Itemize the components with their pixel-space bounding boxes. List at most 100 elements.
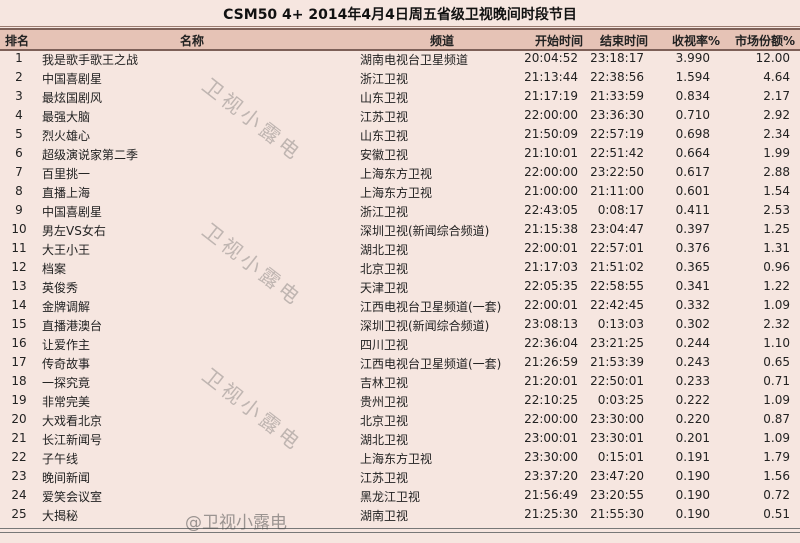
cell-start-time: 22:00:01	[524, 241, 578, 255]
cell-channel: 深圳卫视(新闻综合频道)	[360, 224, 490, 238]
cell-rating: 0.601	[675, 184, 710, 198]
cell-program-name: 大戏看北京	[42, 414, 103, 428]
cell-program-name: 英俊秀	[42, 281, 79, 295]
cell-program-name: 男左VS女右	[42, 224, 106, 238]
cell-market-share: 1.25	[763, 222, 790, 236]
cell-end-time: 22:58:55	[590, 279, 644, 293]
cell-end-time: 23:36:30	[590, 108, 644, 122]
table-row: 6 超级演说家第二季 安徽卫视 21:10:01 22:51:42 0.664 1.99	[0, 144, 800, 163]
cell-market-share: 0.65	[763, 355, 790, 369]
header-name: 名称	[180, 34, 205, 48]
cell-rank: 11	[11, 241, 27, 255]
cell-rank: 1	[15, 51, 23, 65]
cell-rank: 5	[15, 127, 23, 141]
cell-start-time: 22:00:00	[524, 108, 578, 122]
cell-rating: 0.411	[675, 203, 710, 217]
divider	[0, 528, 800, 533]
cell-program-name: 让爱作主	[42, 338, 91, 352]
watermark-signature: @卫视小露电	[185, 513, 287, 533]
table-row: 10 男左VS女右 深圳卫视(新闻综合频道) 21:15:38 23:04:47 0.39…	[0, 220, 800, 239]
cell-end-time: 0:13:03	[597, 317, 644, 331]
table-row: 9 中国喜剧星 浙江卫视 22:43:05 0:08:17 0.411 2.53	[0, 201, 800, 220]
cell-rank: 22	[11, 450, 27, 464]
cell-end-time: 21:33:59	[590, 89, 644, 103]
cell-channel: 湖北卫视	[360, 433, 409, 447]
cell-start-time: 22:00:00	[524, 165, 578, 179]
cell-channel: 深圳卫视(新闻综合频道)	[360, 319, 490, 333]
cell-rating: 0.365	[675, 260, 710, 274]
table-row: 15 直播港澳台 深圳卫视(新闻综合频道) 23:08:13 0:13:03 0.302 2…	[0, 315, 800, 334]
cell-rating: 0.190	[675, 469, 710, 483]
cell-program-name: 百里挑一	[42, 167, 91, 181]
cell-program-name: 最强大脑	[42, 110, 91, 124]
cell-rank: 8	[15, 184, 23, 198]
cell-end-time: 0:03:25	[597, 393, 644, 407]
header-share: 市场份额%	[735, 34, 796, 48]
cell-channel: 北京卫视	[360, 262, 409, 276]
table-row: 20 大戏看北京 北京卫视 22:00:00 23:30:00 0.220 0.87	[0, 410, 800, 429]
cell-channel: 江苏卫视	[360, 471, 409, 485]
header-channel: 频道	[430, 34, 455, 48]
cell-end-time: 23:30:00	[590, 412, 644, 426]
cell-start-time: 21:50:09	[524, 127, 578, 141]
cell-end-time: 0:08:17	[597, 203, 644, 217]
cell-rank: 18	[11, 374, 27, 388]
cell-program-name: 直播港澳台	[42, 319, 103, 333]
cell-rank: 23	[11, 469, 27, 483]
cell-program-name: 非常完美	[42, 395, 91, 409]
cell-start-time: 23:08:13	[524, 317, 578, 331]
cell-end-time: 21:53:39	[590, 355, 644, 369]
cell-market-share: 2.32	[763, 317, 790, 331]
cell-rating: 0.376	[675, 241, 710, 255]
table-row: 4 最强大脑 江苏卫视 22:00:00 23:36:30 0.710 2.92	[0, 106, 800, 125]
cell-market-share: 2.92	[763, 108, 790, 122]
cell-channel: 江苏卫视	[360, 110, 409, 124]
cell-start-time: 21:17:03	[524, 260, 578, 274]
cell-rating: 0.698	[675, 127, 710, 141]
header-start: 开始时间	[535, 34, 584, 48]
cell-program-name: 中国喜剧星	[42, 205, 103, 219]
cell-market-share: 2.17	[763, 89, 790, 103]
cell-market-share: 12.00	[755, 51, 790, 65]
cell-end-time: 23:04:47	[590, 222, 644, 236]
cell-program-name: 烈火雄心	[42, 129, 91, 143]
cell-market-share: 4.64	[763, 70, 790, 84]
cell-program-name: 爱笑会议室	[42, 490, 103, 504]
cell-market-share: 0.72	[763, 488, 790, 502]
cell-start-time: 21:13:44	[524, 70, 578, 84]
cell-rank: 21	[11, 431, 27, 445]
cell-rank: 16	[11, 336, 27, 350]
cell-channel: 四川卫视	[360, 338, 409, 352]
cell-channel: 江西电视台卫星频道(一套)	[360, 357, 502, 371]
cell-start-time: 21:20:01	[524, 374, 578, 388]
cell-rank: 17	[11, 355, 27, 369]
cell-rating: 3.990	[675, 51, 710, 65]
cell-channel: 贵州卫视	[360, 395, 409, 409]
table-row: 17 传奇故事 江西电视台卫星频道(一套) 21:26:59 21:53:39 0.243…	[0, 353, 800, 372]
cell-market-share: 1.54	[763, 184, 790, 198]
table-row: 25 大揭秘 湖南卫视 21:25:30 21:55:30 0.190 0.51	[0, 505, 800, 524]
cell-start-time: 21:15:38	[524, 222, 578, 236]
cell-start-time: 22:00:01	[524, 298, 578, 312]
cell-market-share: 1.09	[763, 393, 790, 407]
cell-market-share: 0.71	[763, 374, 790, 388]
cell-channel: 湖北卫视	[360, 243, 409, 257]
cell-rank: 4	[15, 108, 23, 122]
cell-end-time: 22:57:19	[590, 127, 644, 141]
cell-market-share: 2.53	[763, 203, 790, 217]
cell-end-time: 23:22:50	[590, 165, 644, 179]
table-row: 2 中国喜剧星 浙江卫视 21:13:44 22:38:56 1.594 4.64	[0, 68, 800, 87]
cell-rating: 0.664	[675, 146, 710, 160]
cell-rank: 10	[11, 222, 27, 236]
cell-channel: 黑龙江卫视	[360, 490, 421, 504]
cell-end-time: 23:20:55	[590, 488, 644, 502]
cell-market-share: 1.09	[763, 431, 790, 445]
cell-program-name: 传奇故事	[42, 357, 91, 371]
cell-start-time: 21:17:19	[524, 89, 578, 103]
cell-rank: 7	[15, 165, 23, 179]
cell-channel: 湖南电视台卫星频道	[360, 53, 469, 67]
table-row: 16 让爱作主 四川卫视 22:36:04 23:21:25 0.244 1.10	[0, 334, 800, 353]
cell-start-time: 20:04:52	[524, 51, 578, 65]
cell-program-name: 超级演说家第二季	[42, 148, 139, 162]
cell-rank: 6	[15, 146, 23, 160]
